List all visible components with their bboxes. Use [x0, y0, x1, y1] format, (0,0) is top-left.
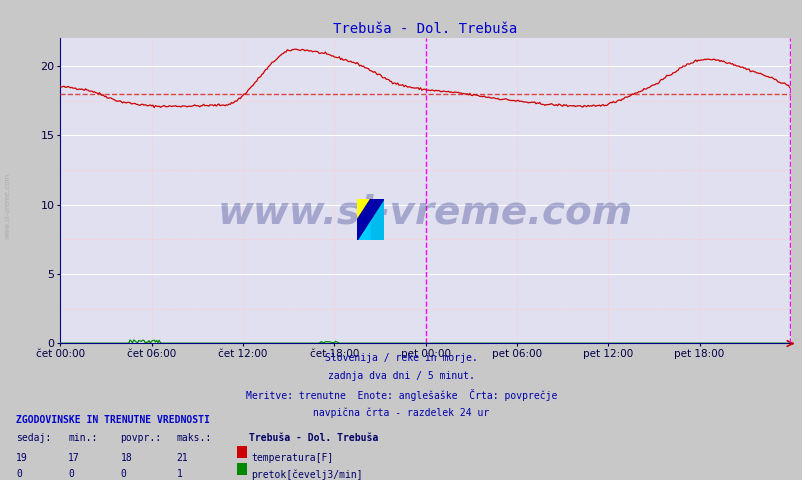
- Text: Meritve: trenutne  Enote: anglešaške  Črta: povprečje: Meritve: trenutne Enote: anglešaške Črta…: [245, 389, 557, 401]
- Text: www.si-vreme.com: www.si-vreme.com: [5, 173, 11, 240]
- Text: Slovenija / reke in morje.: Slovenija / reke in morje.: [325, 353, 477, 363]
- Text: zadnja dva dni / 5 minut.: zadnja dva dni / 5 minut.: [328, 371, 474, 381]
- Text: min.:: min.:: [68, 433, 98, 444]
- Polygon shape: [371, 199, 383, 240]
- Text: www.si-vreme.com: www.si-vreme.com: [217, 193, 633, 231]
- Polygon shape: [357, 199, 383, 240]
- Text: pretok[čevelj3/min]: pretok[čevelj3/min]: [251, 469, 363, 480]
- Title: Trebuša - Dol. Trebuša: Trebuša - Dol. Trebuša: [333, 22, 517, 36]
- Polygon shape: [357, 199, 383, 240]
- Polygon shape: [357, 199, 383, 240]
- Text: 0: 0: [68, 469, 74, 480]
- Text: temperatura[F]: temperatura[F]: [251, 453, 333, 463]
- Text: 18: 18: [120, 453, 132, 463]
- Text: 17: 17: [68, 453, 80, 463]
- Text: 1: 1: [176, 469, 182, 480]
- Text: navpična črta - razdelek 24 ur: navpična črta - razdelek 24 ur: [313, 408, 489, 418]
- Text: maks.:: maks.:: [176, 433, 212, 444]
- Text: sedaj:: sedaj:: [16, 433, 51, 444]
- Text: 21: 21: [176, 453, 188, 463]
- Text: Trebuša - Dol. Trebuša: Trebuša - Dol. Trebuša: [249, 433, 378, 444]
- Text: 0: 0: [16, 469, 22, 480]
- Text: 0: 0: [120, 469, 126, 480]
- Text: ZGODOVINSKE IN TRENUTNE VREDNOSTI: ZGODOVINSKE IN TRENUTNE VREDNOSTI: [16, 415, 209, 425]
- Text: 19: 19: [16, 453, 28, 463]
- Text: povpr.:: povpr.:: [120, 433, 161, 444]
